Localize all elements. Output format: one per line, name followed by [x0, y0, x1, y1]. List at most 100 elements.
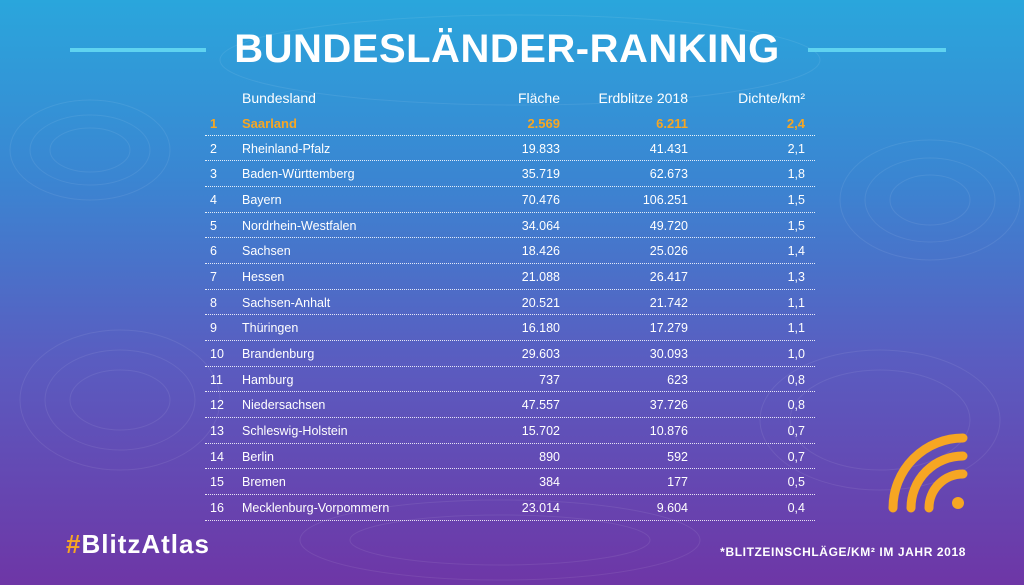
flaeche-cell: 19.833 — [521, 141, 560, 156]
brand-name: BlitzAtlas — [81, 529, 210, 559]
bundesland-cell: Saarland — [242, 116, 297, 131]
dichte-cell: 1,8 — [787, 167, 805, 182]
rank-cell: 14 — [210, 449, 224, 464]
footnote: *BLITZEINSCHLÄGE/KM² IM JAHR 2018 — [720, 545, 966, 559]
dichte-cell: 0,7 — [787, 423, 805, 438]
table-row: 7 Hessen 21.088 26.417 1,3 — [205, 264, 815, 290]
erdblitze-cell: 21.742 — [649, 295, 688, 310]
rank-cell: 15 — [210, 475, 224, 490]
rank-cell: 7 — [210, 269, 217, 284]
rank-cell: 16 — [210, 500, 224, 515]
dichte-cell: 0,4 — [787, 500, 805, 515]
erdblitze-cell: 37.726 — [649, 398, 688, 413]
bundesland-cell: Thüringen — [242, 321, 299, 336]
rank-cell: 5 — [210, 218, 217, 233]
bundesland-cell: Rheinland-Pfalz — [242, 141, 331, 156]
table-row: 5 Nordrhein-Westfalen 34.064 49.720 1,5 — [205, 213, 815, 239]
bundesland-cell: Sachsen-Anhalt — [242, 295, 331, 310]
erdblitze-cell: 17.279 — [649, 321, 688, 336]
rank-cell: 2 — [210, 141, 217, 156]
table-row: 6 Sachsen 18.426 25.026 1,4 — [205, 238, 815, 264]
flaeche-cell: 21.088 — [521, 269, 560, 284]
bundesland-cell: Schleswig-Holstein — [242, 423, 348, 438]
flaeche-cell: 35.719 — [521, 167, 560, 182]
table-body: 1 Saarland 2.569 6.211 2,4 2 Rheinland-Pfalz 19… — [205, 110, 815, 521]
bundesland-cell: Hamburg — [242, 372, 294, 387]
page-title: BUNDESLÄNDER-RANKING — [234, 27, 780, 71]
flaeche-cell: 70.476 — [521, 192, 560, 207]
rank-cell: 4 — [210, 192, 217, 207]
bundesland-cell: Baden-Württemberg — [242, 167, 355, 182]
dichte-cell: 1,5 — [787, 192, 805, 207]
flaeche-cell: 29.603 — [521, 346, 560, 361]
table-row: 3 Baden-Württemberg 35.719 62.673 1,8 — [205, 161, 815, 187]
table-row: 11 Hamburg 737 623 0,8 — [205, 367, 815, 393]
dichte-cell: 0,8 — [787, 398, 805, 413]
erdblitze-cell: 6.211 — [656, 116, 688, 131]
bundesland-cell: Nordrhein-Westfalen — [242, 218, 357, 233]
dichte-cell: 0,7 — [787, 449, 805, 464]
erdblitze-cell: 623 — [667, 372, 688, 387]
table-row: 16 Mecklenburg-Vorpommern 23.014 9.604 0,4 — [205, 495, 815, 521]
erdblitze-cell: 25.026 — [649, 244, 688, 259]
dichte-cell: 0,5 — [787, 475, 805, 490]
table-row: 9 Thüringen 16.180 17.279 1,1 — [205, 315, 815, 341]
bundesland-cell: Bayern — [242, 192, 282, 207]
brand-hash: # — [66, 529, 82, 559]
bundesland-cell: Brandenburg — [242, 346, 315, 361]
dichte-cell: 1,0 — [787, 346, 805, 361]
table-row: 1 Saarland 2.569 6.211 2,4 — [205, 110, 815, 136]
signal-icon — [888, 433, 968, 513]
table-row: 2 Rheinland-Pfalz 19.833 41.431 2,1 — [205, 136, 815, 162]
column-header-dichte: Dichte/km² — [738, 90, 805, 106]
rank-cell: 9 — [210, 321, 217, 336]
bundesland-cell: Bremen — [242, 475, 286, 490]
erdblitze-cell: 10.876 — [649, 423, 688, 438]
erdblitze-cell: 26.417 — [649, 269, 688, 284]
rank-cell: 8 — [210, 295, 217, 310]
flaeche-cell: 737 — [539, 372, 560, 387]
dichte-cell: 1,1 — [787, 295, 805, 310]
flaeche-cell: 384 — [539, 475, 560, 490]
brand-logo: #BlitzAtlas — [66, 529, 210, 560]
rank-cell: 1 — [210, 116, 218, 131]
dichte-cell: 1,1 — [787, 321, 805, 336]
flaeche-cell: 47.557 — [521, 398, 560, 413]
table-row: 10 Brandenburg 29.603 30.093 1,0 — [205, 341, 815, 367]
bundesland-cell: Niedersachsen — [242, 398, 326, 413]
flaeche-cell: 34.064 — [521, 218, 560, 233]
rank-cell: 3 — [210, 167, 217, 182]
erdblitze-cell: 62.673 — [649, 167, 688, 182]
erdblitze-cell: 49.720 — [649, 218, 688, 233]
bundesland-cell: Berlin — [242, 449, 274, 464]
flaeche-cell: 890 — [539, 449, 560, 464]
flaeche-cell: 15.702 — [521, 423, 560, 438]
erdblitze-cell: 9.604 — [656, 500, 688, 515]
table-row: 4 Bayern 70.476 106.251 1,5 — [205, 187, 815, 213]
table-row: 15 Bremen 384 177 0,5 — [205, 469, 815, 495]
column-header-erdblitze: Erdblitze 2018 — [598, 90, 688, 106]
flaeche-cell: 16.180 — [521, 321, 560, 336]
table-row: 12 Niedersachsen 47.557 37.726 0,8 — [205, 392, 815, 418]
title-decoration-right — [808, 48, 946, 52]
rank-cell: 12 — [210, 398, 224, 413]
dichte-cell: 2,4 — [786, 116, 805, 131]
flaeche-cell: 20.521 — [521, 295, 560, 310]
erdblitze-cell: 41.431 — [649, 141, 688, 156]
column-header-flaeche: Fläche — [517, 90, 560, 106]
rank-cell: 6 — [210, 244, 217, 259]
table-row: 13 Schleswig-Holstein 15.702 10.876 0,7 — [205, 418, 815, 444]
ranking-table: Bundesland Fläche Erdblitze 2018 Dichte/… — [205, 88, 815, 521]
erdblitze-cell: 592 — [667, 449, 688, 464]
column-header-bundesland: Bundesland — [242, 90, 316, 106]
dichte-cell: 1,3 — [787, 269, 805, 284]
flaeche-cell: 18.426 — [521, 244, 560, 259]
flaeche-cell: 23.014 — [521, 500, 560, 515]
table-row: 14 Berlin 890 592 0,7 — [205, 444, 815, 470]
dichte-cell: 1,4 — [787, 244, 805, 259]
erdblitze-cell: 106.251 — [642, 192, 688, 207]
title-bar: BUNDESLÄNDER-RANKING — [0, 24, 1024, 74]
bundesland-cell: Hessen — [242, 269, 285, 284]
flaeche-cell: 2.569 — [527, 116, 560, 131]
table-row: 8 Sachsen-Anhalt 20.521 21.742 1,1 — [205, 290, 815, 316]
